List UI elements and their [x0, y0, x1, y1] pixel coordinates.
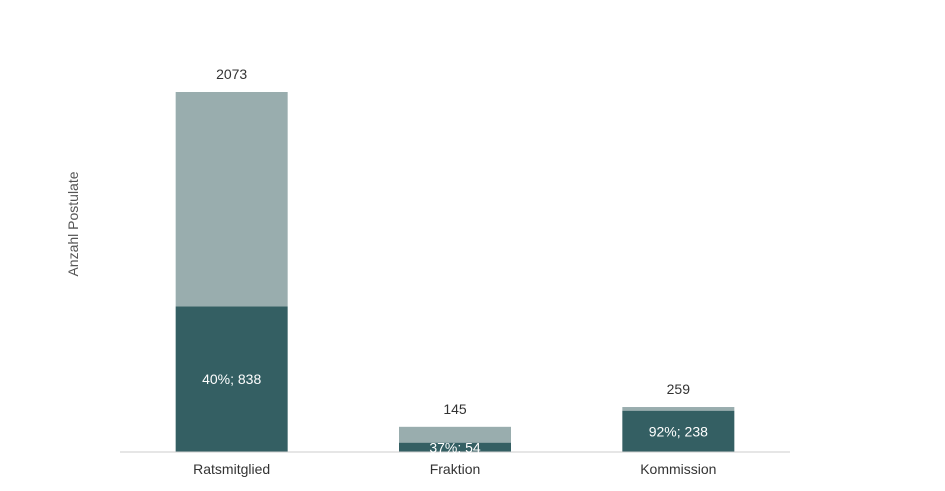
total-label-ratsmitglied: 2073	[216, 66, 247, 82]
bar-fraktion-segment-1	[399, 442, 511, 452]
category-label-fraktion: Fraktion	[430, 461, 481, 477]
y-axis-label: Anzahl Postulate	[65, 171, 81, 276]
data-label-kommission-share: 92%; 238	[649, 423, 708, 439]
category-label-ratsmitglied: Ratsmitglied	[193, 461, 270, 477]
bar-kommission-segment-2	[622, 407, 735, 411]
bar-kommission-segment-1	[622, 410, 735, 452]
labels-group: 40%; 838 2073 Ratsmitglied 37%; 54 145 Frakti…	[193, 66, 716, 477]
category-label-kommission: Kommission	[640, 461, 716, 477]
data-label-ratsmitglied-share: 40%; 838	[202, 371, 261, 387]
bar-fraktion-segment-2	[399, 426, 511, 443]
data-label-fraktion-share: 37%; 54	[429, 439, 481, 455]
total-label-kommission: 259	[667, 381, 691, 397]
bar-ratsmitglied-segment-1	[175, 306, 288, 452]
bar-ratsmitglied-segment-2	[175, 92, 288, 307]
total-label-fraktion: 145	[443, 401, 467, 417]
bars-group	[175, 92, 735, 452]
